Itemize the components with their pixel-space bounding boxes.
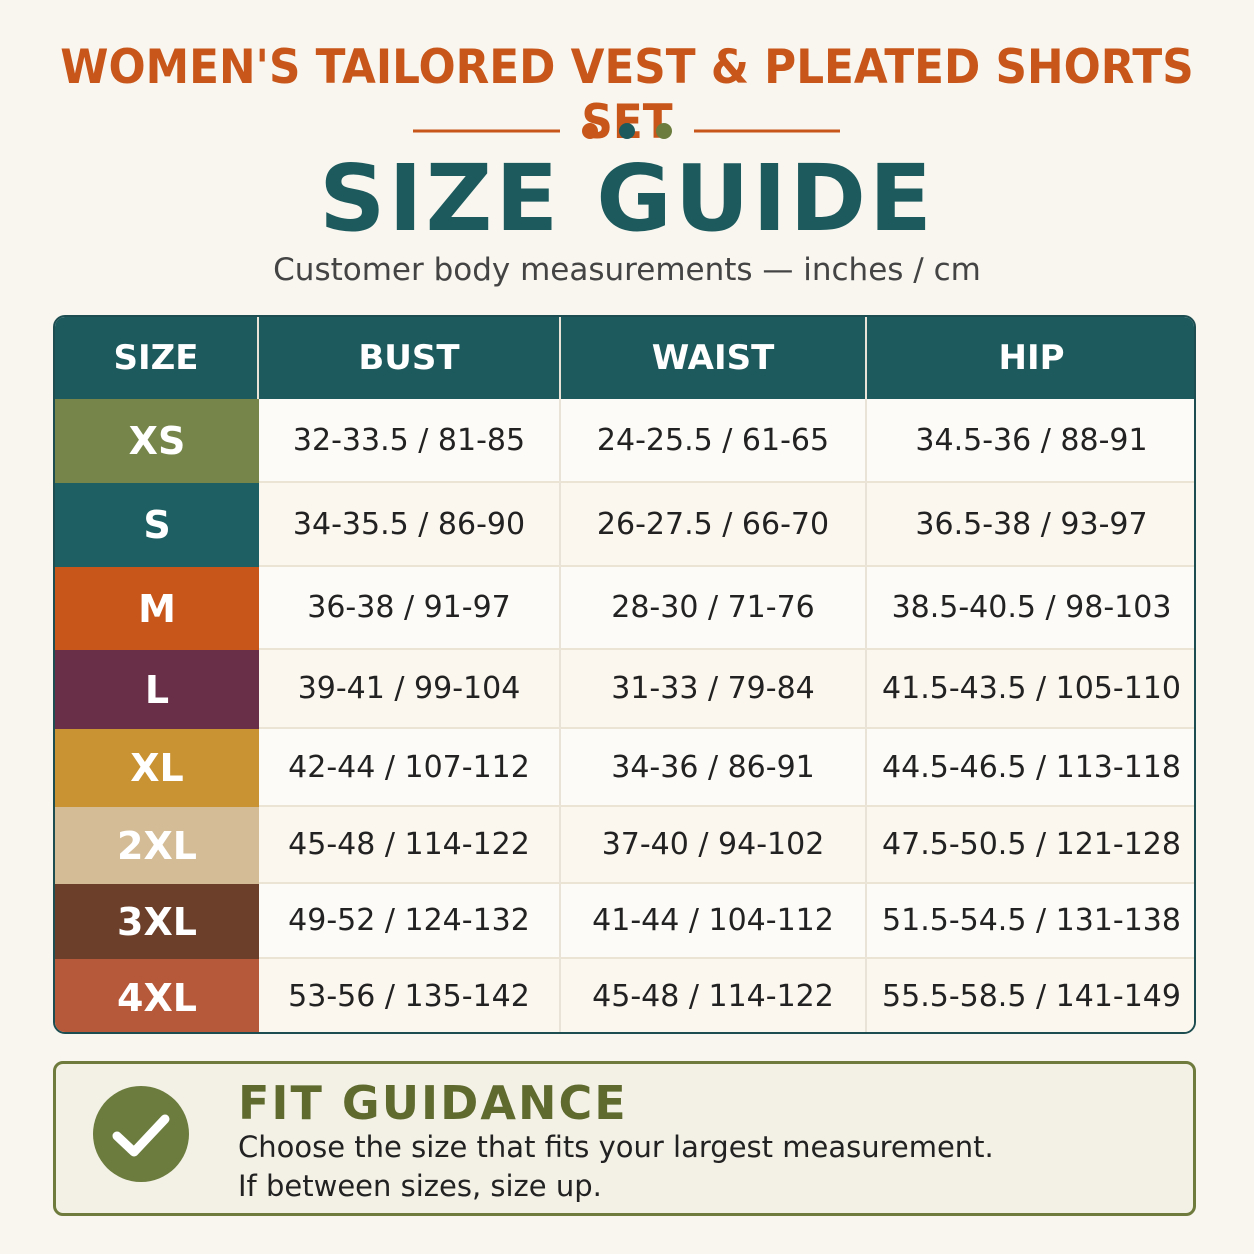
fit-line: Choose the size that fits your largest m… (238, 1130, 994, 1164)
measurement: 36-38 / 91-97 (259, 567, 561, 650)
title: WOMEN'S TAILORED VEST & PLEATED SHORTS S… (60, 40, 1194, 150)
measurement: 28-30 / 71-76 (561, 567, 867, 650)
measurement: 45-48 / 114-122 (561, 959, 867, 1032)
size-label: 3XL (55, 884, 259, 959)
measurement: 45-48 / 114-122 (259, 807, 561, 884)
column-header: BUST (259, 317, 561, 399)
measurement: 44.5-46.5 / 113-118 (867, 729, 1194, 807)
measurement: 34.5-36 / 88-91 (867, 399, 1194, 483)
measurement: 36.5-38 / 93-97 (867, 483, 1194, 567)
measurement: 42-44 / 107-112 (259, 729, 561, 807)
subtitle: Customer body measurements — inches / cm (273, 252, 981, 288)
size-label: XL (55, 729, 259, 807)
measurement: 31-33 / 79-84 (561, 650, 867, 729)
size-label: L (55, 650, 259, 729)
measurement: 49-52 / 124-132 (259, 884, 561, 959)
measurement: 26-27.5 / 66-70 (561, 483, 867, 567)
measurement: 47.5-50.5 / 121-128 (867, 807, 1194, 884)
measurement: 24-25.5 / 61-65 (561, 399, 867, 483)
measurement: 37-40 / 94-102 (561, 807, 867, 884)
size-label: XS (55, 399, 259, 483)
measurement: 41-44 / 104-112 (561, 884, 867, 959)
fit-box (53, 1061, 1196, 1216)
measurement: 53-56 / 135-142 (259, 959, 561, 1032)
measurement: 32-33.5 / 81-85 (259, 399, 561, 483)
heading: SIZE GUIDE (319, 145, 935, 252)
measurement: 34-35.5 / 86-90 (259, 483, 561, 567)
measurement: 41.5-43.5 / 105-110 (867, 650, 1194, 729)
size-label: 2XL (55, 807, 259, 884)
size-table: SIZE BUST WAIST HIP XS 32-33.5 / 81-85 24-25.5… (53, 315, 1196, 1034)
column-header: WAIST (561, 317, 867, 399)
measurement: 55.5-58.5 / 141-149 (867, 959, 1194, 1032)
fit-line: If between sizes, size up. (238, 1169, 602, 1203)
size-label: S (55, 483, 259, 567)
size-label: 4XL (55, 959, 259, 1032)
measurement: 39-41 / 99-104 (259, 650, 561, 729)
measurement: 38.5-40.5 / 98-103 (867, 567, 1194, 650)
column-header: SIZE (55, 317, 259, 399)
size-label: M (55, 567, 259, 650)
divider (413, 123, 840, 139)
column-header: HIP (867, 317, 1194, 399)
fit-title: FIT GUIDANCE (238, 1076, 628, 1130)
check-icon (93, 1086, 189, 1182)
measurement: 51.5-54.5 / 131-138 (867, 884, 1194, 959)
measurement: 34-36 / 86-91 (561, 729, 867, 807)
